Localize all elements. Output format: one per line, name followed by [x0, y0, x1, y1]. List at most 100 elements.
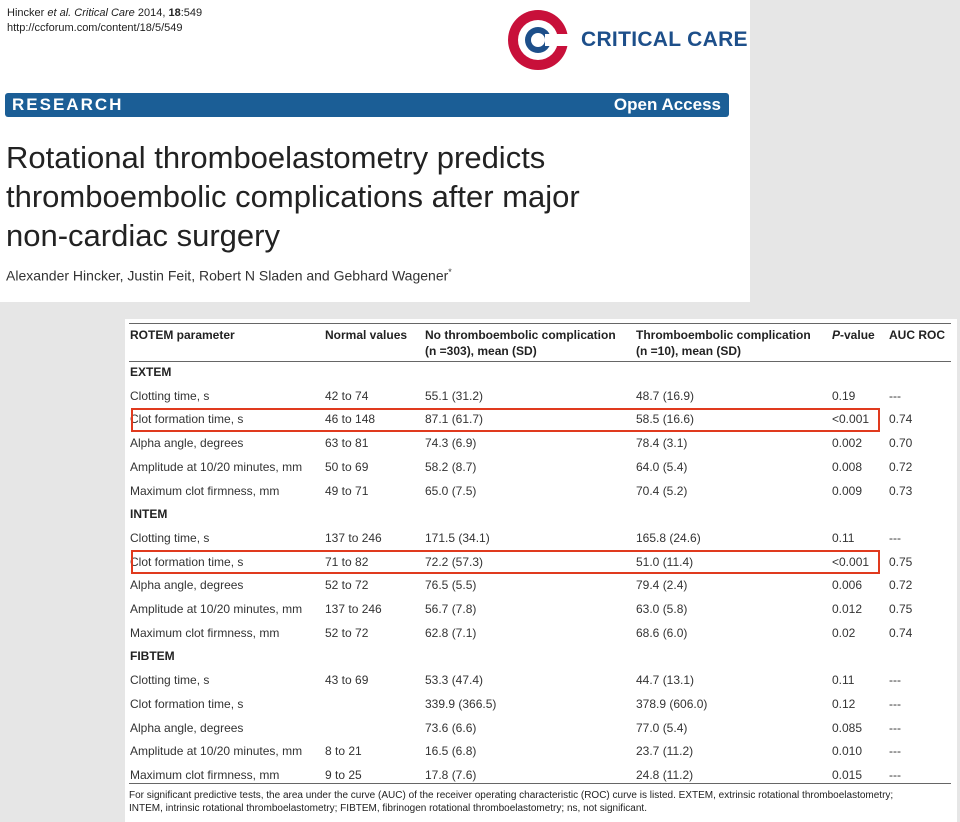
param-cell: Clot formation time, s	[130, 554, 244, 569]
no-complication-cell: 56.7 (7.8)	[425, 602, 477, 616]
param-cell: Maximum clot firmness, mm	[130, 483, 280, 498]
no-complication-cell: 87.1 (61.7)	[425, 412, 484, 427]
auc-cell: 0.74	[889, 625, 913, 640]
table-header-rule	[129, 361, 951, 362]
complication-cell: 78.4 (3.1)	[636, 436, 688, 451]
p-value-cell: 0.009	[832, 483, 863, 498]
complication-cell: 165.8 (24.6)	[636, 530, 701, 545]
open-access-label: Open Access	[613, 95, 721, 114]
auc-cell: 0.70	[889, 436, 913, 451]
param-cell: Clotting time, s	[130, 673, 210, 688]
normal-cell: 71 to 82	[325, 554, 369, 569]
article-url[interactable]: http://ccforum.com/content/18/5/549	[7, 22, 183, 34]
table-row: Clotting time, s 137 to 246 171.5 (34.1) 16…	[129, 528, 951, 548]
normal-cell: 50 to 69	[325, 459, 369, 474]
p-value-cell: 0.02	[832, 625, 856, 640]
table-row: Maximum clot firmness, mm 52 to 72 62.8 (7…	[129, 623, 951, 643]
complication-cell: 51.0 (11.4)	[636, 554, 694, 569]
table-row: Amplitude at 10/20 minutes, mm 137 to 246…	[129, 599, 951, 619]
p-value-cell: 0.19	[832, 388, 856, 403]
normal-cell: 52 to 72	[325, 625, 369, 640]
section-row: FIBTEM	[129, 646, 951, 666]
p-value-cell: 0.11	[832, 673, 855, 688]
complication-cell: 64.0 (5.4)	[636, 459, 688, 474]
citation-etal: et al.	[47, 7, 72, 19]
param-cell: Alpha angle, degrees	[130, 578, 244, 593]
section-label: RESEARCH	[12, 95, 124, 114]
auc-cell: ---	[889, 388, 901, 403]
no-complication-cell: 62.8 (7.1)	[425, 625, 477, 640]
param-cell: Maximum clot firmness, mm	[130, 625, 280, 640]
p-value-cell: 0.002	[832, 436, 863, 451]
section-row: INTEM	[129, 504, 951, 524]
complication-cell: 70.4 (5.2)	[636, 483, 688, 498]
table-row: Maximum clot firmness, mm 49 to 71 65.0 (7…	[129, 481, 951, 501]
auc-cell: ---	[889, 720, 901, 735]
normal-cell: 52 to 72	[325, 578, 369, 593]
header-complication-line1: Thromboembolic complication	[636, 328, 811, 342]
no-complication-cell: 55.1 (31.2)	[425, 388, 484, 403]
no-complication-cell: 58.2 (8.7)	[425, 459, 477, 474]
no-complication-cell: 72.2 (57.3)	[425, 554, 484, 569]
table-row: Alpha angle, degrees 63 to 81 74.3 (6.9) 78…	[129, 433, 951, 453]
rotem-table-card: ROTEM parameter Normal values No thrombo…	[125, 319, 957, 822]
corresponding-author-mark: *	[448, 267, 452, 277]
param-cell: Clotting time, s	[130, 388, 210, 403]
no-complication-cell: 17.8 (7.6)	[425, 767, 477, 782]
title-line-3: non-cardiac surgery	[6, 218, 280, 253]
auc-cell: ---	[889, 530, 901, 545]
param-cell: Alpha angle, degrees	[130, 436, 244, 451]
normal-cell: 46 to 148	[325, 412, 376, 427]
table-row: Clot formation time, s 339.9 (366.5) 378.9…	[129, 694, 951, 714]
journal-name: CRITICAL CARE	[581, 28, 748, 51]
complication-cell: 68.6 (6.0)	[636, 625, 688, 640]
title-line-1: Rotational thromboelastometry predicts	[6, 140, 546, 175]
table-top-rule	[129, 323, 951, 324]
title-line-2: thromboembolic complications after major	[6, 179, 580, 214]
complication-cell: 63.0 (5.8)	[636, 602, 688, 616]
p-value-cell: 0.015	[832, 767, 863, 782]
table-row: Alpha angle, degrees 52 to 72 76.5 (5.5) 79…	[129, 575, 951, 595]
param-cell: Clot formation time, s	[130, 412, 244, 427]
table-row: Amplitude at 10/20 minutes, mm 8 to 21 16.…	[129, 741, 951, 761]
complication-cell: 378.9 (606.0)	[636, 696, 708, 711]
complication-cell: 77.0 (5.4)	[636, 720, 688, 735]
complication-cell: 23.7 (11.2)	[636, 744, 694, 759]
header-no-complication: No thromboembolic complication (n =303),…	[425, 327, 616, 359]
normal-cell: 43 to 69	[325, 673, 369, 688]
footnote-line-1: For significant predictive tests, the ar…	[129, 790, 894, 801]
normal-cell: 49 to 71	[325, 483, 369, 498]
param-cell: Amplitude at 10/20 minutes, mm	[130, 602, 303, 616]
header-p-rest: -value	[840, 328, 875, 342]
critical-care-logo-icon	[508, 10, 569, 70]
p-value-cell: 0.11	[832, 530, 855, 545]
normal-cell: 63 to 81	[325, 436, 369, 451]
normal-cell: 137 to 246	[325, 530, 382, 545]
table-row: Clot formation time, s 71 to 82 72.2 (57.3…	[129, 552, 951, 572]
citation-volume: 18	[168, 7, 181, 19]
complication-cell: 58.5 (16.6)	[636, 412, 695, 427]
auc-cell: ---	[889, 696, 901, 711]
p-value-cell: 0.085	[832, 720, 863, 735]
auc-cell: 0.75	[889, 602, 913, 616]
no-complication-cell: 65.0 (7.5)	[425, 483, 477, 498]
no-complication-cell: 16.5 (6.8)	[425, 744, 477, 759]
no-complication-cell: 339.9 (366.5)	[425, 696, 497, 711]
no-complication-cell: 53.3 (47.4)	[425, 673, 484, 688]
p-value-cell: <0.001	[832, 554, 870, 569]
complication-cell: 79.4 (2.4)	[636, 578, 688, 593]
p-value-cell: 0.008	[832, 459, 863, 474]
header-complication: Thromboembolic complication (n =10), mea…	[636, 327, 811, 359]
normal-cell: 9 to 25	[325, 767, 362, 782]
auc-cell: 0.73	[889, 483, 913, 498]
table-row: Amplitude at 10/20 minutes, mm 50 to 69 58…	[129, 457, 951, 477]
auc-cell: ---	[889, 673, 901, 688]
header-p-value: P-value	[832, 327, 875, 343]
normal-cell: 137 to 246	[325, 602, 382, 616]
header-p-italic: P	[832, 328, 841, 342]
header-normal: Normal values	[325, 328, 408, 342]
citation-year: 2014,	[137, 7, 166, 19]
table-row: Clotting time, s 43 to 69 53.3 (47.4) 44.7 …	[129, 670, 951, 690]
auc-cell: 0.72	[889, 578, 913, 593]
highlight-extem-clot-formation	[131, 408, 880, 432]
